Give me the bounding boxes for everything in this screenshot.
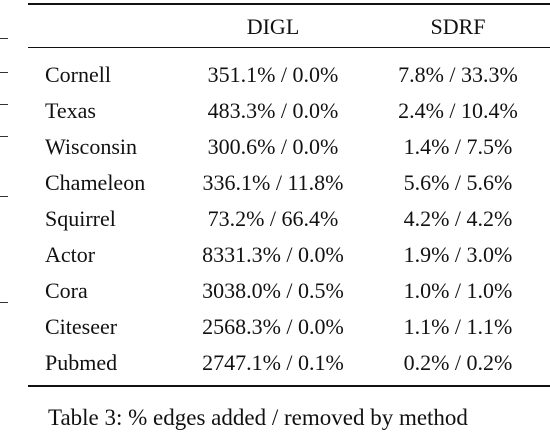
row-sdrf: 1.9% / 3.0% xyxy=(403,242,513,267)
margin-mark xyxy=(0,72,8,73)
row-dataset: Texas xyxy=(45,98,96,123)
row-digl: 8331.3% / 0.0% xyxy=(202,242,344,267)
row-dataset: Cora xyxy=(45,278,88,303)
row-digl: 3038.0% / 0.5% xyxy=(202,278,344,303)
margin-mark xyxy=(0,136,8,137)
row-sdrf: 4.2% / 4.2% xyxy=(403,206,513,231)
row-sdrf: 1.4% / 7.5% xyxy=(403,134,513,159)
row-sdrf: 7.8% / 33.3% xyxy=(398,62,518,87)
header-sdrf: SDRF xyxy=(430,14,486,39)
row-sdrf: 1.0% / 1.0% xyxy=(403,278,513,303)
row-dataset: Wisconsin xyxy=(45,134,137,159)
row-digl: 2568.3% / 0.0% xyxy=(202,314,344,339)
margin-mark xyxy=(0,104,8,105)
row-sdrf: 2.4% / 10.4% xyxy=(398,98,518,123)
margin-mark xyxy=(0,302,8,303)
row-digl: 336.1% / 11.8% xyxy=(202,170,344,195)
row-dataset: Cornell xyxy=(45,62,111,87)
row-dataset: Actor xyxy=(45,242,96,267)
header-digl: DIGL xyxy=(246,14,300,39)
header-rule xyxy=(28,47,550,48)
row-sdrf: 1.1% / 1.1% xyxy=(403,314,513,339)
row-digl: 351.1% / 0.0% xyxy=(207,62,339,87)
row-digl: 73.2% / 66.4% xyxy=(207,206,339,231)
row-sdrf: 0.2% / 0.2% xyxy=(403,350,513,375)
row-digl: 300.6% / 0.0% xyxy=(207,134,339,159)
row-dataset: Chameleon xyxy=(45,170,146,195)
row-digl: 483.3% / 0.0% xyxy=(207,98,339,123)
top-rule xyxy=(28,3,550,5)
row-sdrf: 5.6% / 5.6% xyxy=(403,170,513,195)
row-dataset: Squirrel xyxy=(45,206,116,231)
margin-mark xyxy=(0,196,8,197)
row-digl: 2747.1% / 0.1% xyxy=(202,350,344,375)
bottom-rule xyxy=(28,385,550,387)
row-dataset: Pubmed xyxy=(45,350,118,375)
table-caption: Table 3: % edges added / removed by meth… xyxy=(48,405,468,430)
margin-mark xyxy=(0,38,8,39)
row-dataset: Citeseer xyxy=(45,314,118,339)
